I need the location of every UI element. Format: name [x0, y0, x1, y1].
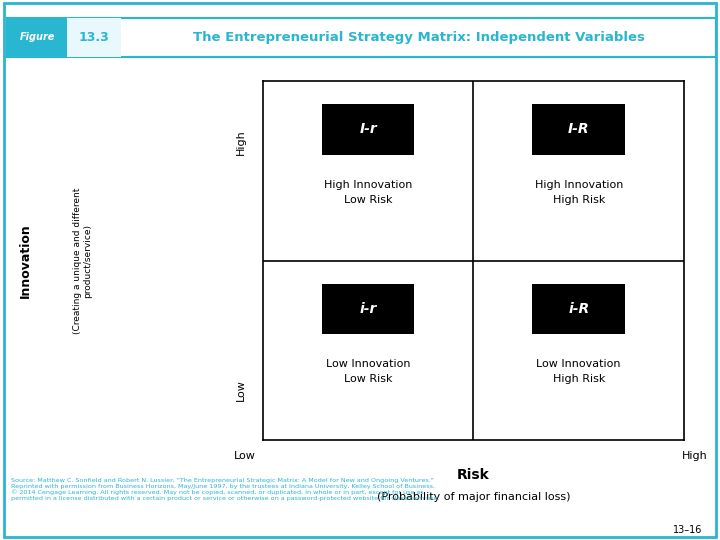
Text: High: High [236, 129, 246, 155]
Text: Figure: Figure [19, 32, 55, 42]
Text: Risk: Risk [457, 468, 490, 482]
FancyBboxPatch shape [532, 104, 625, 154]
FancyBboxPatch shape [322, 284, 415, 334]
Text: i-r: i-r [359, 302, 377, 316]
FancyBboxPatch shape [7, 18, 68, 57]
Text: High: High [682, 451, 708, 461]
FancyBboxPatch shape [322, 104, 415, 154]
Text: I-R: I-R [568, 123, 590, 137]
Text: 13–16: 13–16 [672, 524, 702, 535]
Text: I-r: I-r [359, 123, 377, 137]
Text: High Innovation
Low Risk: High Innovation Low Risk [324, 180, 413, 205]
FancyBboxPatch shape [532, 284, 625, 334]
FancyBboxPatch shape [7, 18, 716, 57]
Text: Source: Matthew C. Sonfield and Robert N. Lussier, "The Entrepreneurial Strategi: Source: Matthew C. Sonfield and Robert N… [11, 478, 439, 501]
FancyBboxPatch shape [68, 18, 121, 57]
Text: Low Innovation
Low Risk: Low Innovation Low Risk [326, 360, 410, 384]
Text: Low: Low [234, 451, 256, 461]
Text: The Entrepreneurial Strategy Matrix: Independent Variables: The Entrepreneurial Strategy Matrix: Ind… [192, 31, 644, 44]
Text: (Probability of major financial loss): (Probability of major financial loss) [377, 492, 570, 502]
Text: 13.3: 13.3 [78, 31, 109, 44]
Text: (Creating a unique and different
product/service): (Creating a unique and different product… [73, 187, 92, 334]
Text: Low Innovation
High Risk: Low Innovation High Risk [536, 360, 621, 384]
Text: Innovation: Innovation [19, 223, 32, 298]
Text: i-R: i-R [568, 302, 589, 316]
Text: High Innovation
High Risk: High Innovation High Risk [534, 180, 623, 205]
Text: Low: Low [236, 379, 246, 401]
